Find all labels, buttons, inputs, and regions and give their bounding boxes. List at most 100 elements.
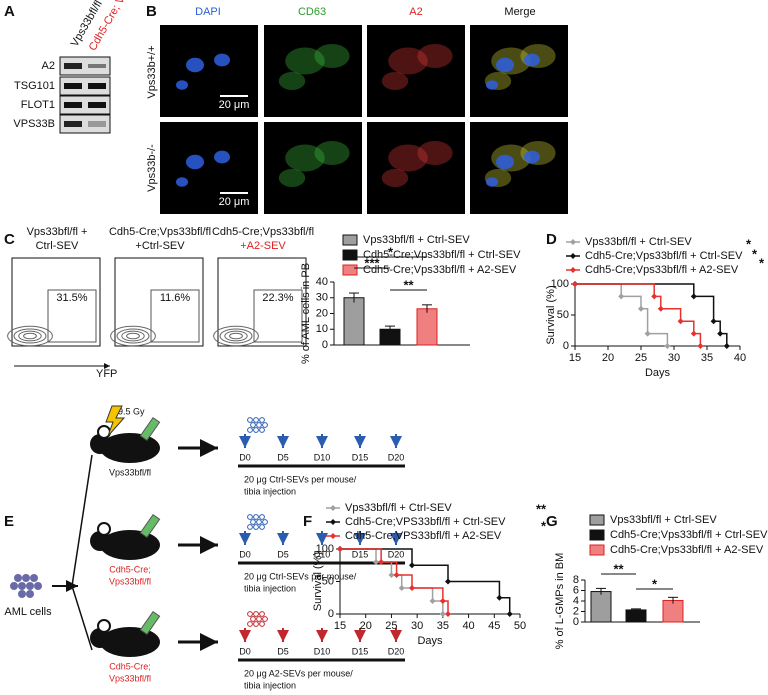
dose-label: 9.5 Gy — [118, 406, 145, 416]
x-axis-label: Days — [645, 367, 671, 379]
survival-point — [439, 611, 446, 617]
panel-label: F — [303, 513, 312, 530]
nucleus — [524, 53, 540, 67]
step-connector — [340, 548, 382, 562]
legend-marker — [570, 239, 576, 245]
blot-strip — [59, 114, 111, 134]
survival-point — [657, 305, 664, 312]
x-tick-label: 20 — [602, 352, 614, 364]
survival-point — [677, 318, 684, 325]
band — [88, 121, 106, 127]
y-tick-label: 8 — [573, 574, 579, 586]
sev-dot — [256, 519, 262, 525]
survival-point — [409, 562, 415, 569]
y-axis-label: % of AML cells in PB — [300, 263, 312, 364]
contour — [224, 330, 248, 342]
y-tick-label: 10 — [316, 323, 328, 335]
mouse-ear — [97, 619, 111, 633]
nucleus — [496, 154, 514, 170]
flow-title: Cdh5-Cre;Vps33bfl/fl — [109, 226, 211, 238]
sev-dot — [256, 422, 262, 428]
significance: * — [746, 236, 752, 251]
blot-row: A2 — [42, 60, 55, 72]
survival-point — [445, 611, 451, 617]
day-label: D0 — [239, 646, 251, 656]
survival-point — [506, 611, 513, 617]
treatment-label: 20 μg Ctrl-SEVs per mouse/ — [244, 571, 357, 581]
mouse — [100, 627, 160, 657]
nucleus — [176, 80, 188, 90]
flow-frame — [11, 257, 101, 347]
sev-dot — [259, 524, 265, 530]
band — [64, 121, 82, 127]
y-axis-label: Survival (%) — [312, 552, 324, 611]
x-tick-label: 25 — [635, 352, 647, 364]
contour — [213, 325, 259, 347]
nucleus — [214, 150, 230, 164]
micrograph — [470, 122, 568, 214]
signal — [278, 72, 306, 90]
step-connector — [396, 574, 413, 588]
legend-marker — [330, 533, 336, 539]
y-tick-label: 100 — [316, 543, 334, 555]
mouse-label: Cdh5-Cre; — [109, 661, 151, 671]
legend-swatch — [589, 514, 605, 526]
survival-point — [572, 281, 578, 287]
bar — [625, 609, 647, 623]
blot-row: TSG101 — [14, 80, 55, 92]
survival-point — [398, 585, 405, 591]
legend-label: Cdh5-Cre;Vps33bfl/fl + A2-SEV — [610, 544, 764, 556]
blot-row: FLOT1 — [21, 99, 55, 111]
signal — [381, 72, 409, 90]
y-axis-label: Survival (%) — [545, 285, 557, 344]
syringe — [139, 610, 161, 636]
step-connector — [412, 564, 449, 582]
legend-swatch — [342, 234, 358, 246]
legend-swatch — [589, 529, 605, 541]
sev-dot — [253, 621, 259, 627]
lightning — [105, 405, 126, 437]
band — [64, 83, 82, 89]
mouse-label: Cdh5-Cre; — [109, 564, 151, 574]
day-label: D0 — [239, 549, 251, 559]
gate — [47, 289, 97, 343]
significance: * — [652, 576, 658, 591]
sev-dot — [262, 616, 268, 622]
day-label: D5 — [277, 646, 289, 656]
signal — [285, 144, 325, 172]
sev-dot — [262, 422, 268, 428]
blot-rows: A2 TSG101 FLOT1 VPS33B — [13, 56, 111, 134]
flow-frame — [217, 257, 307, 347]
flow-axis-label: YFP — [96, 368, 117, 380]
nucleus — [186, 57, 204, 73]
nucleus — [176, 177, 188, 187]
signal — [314, 141, 350, 165]
x-tick-label: 35 — [437, 620, 449, 632]
survival-point — [690, 330, 697, 337]
y-tick-label: 20 — [316, 307, 328, 319]
gate — [150, 289, 200, 343]
survival-point — [337, 546, 343, 552]
day-label: D20 — [388, 549, 405, 559]
survival-point — [445, 578, 451, 585]
micrograph — [367, 122, 465, 214]
sev-dot — [253, 427, 259, 433]
panel-label: C — [4, 231, 15, 248]
sev-dot — [247, 524, 253, 530]
sev-dot — [250, 422, 256, 428]
sev-dot — [247, 427, 253, 433]
sev-dot — [259, 427, 265, 433]
panel-label: B — [146, 3, 157, 20]
survival-point — [618, 293, 625, 300]
x-tick-label: 50 — [514, 620, 526, 632]
treatment-label: tibia injection — [244, 583, 296, 593]
y-tick-label: 50 — [322, 575, 334, 587]
step-connector — [575, 283, 622, 297]
y-tick-label: 30 — [316, 292, 328, 304]
legend-label: Vps33bfl/fl + Ctrl-SEV — [345, 502, 452, 514]
sev-dot — [253, 514, 259, 520]
step-connector — [647, 332, 669, 346]
signal — [417, 141, 453, 165]
